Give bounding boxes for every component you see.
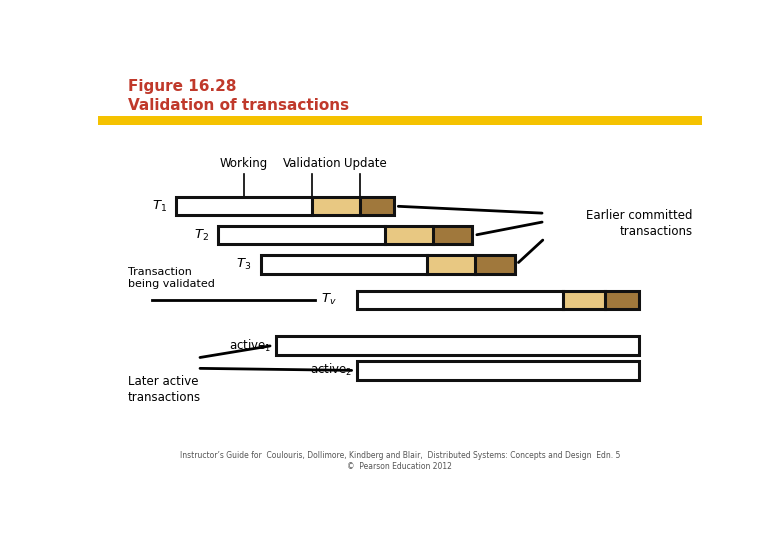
Bar [261, 255, 427, 274]
Bar [563, 291, 605, 309]
Bar [276, 336, 639, 355]
Text: $T_v$: $T_v$ [321, 292, 337, 307]
Text: Transaction
being validated: Transaction being validated [128, 267, 214, 289]
Bar [261, 255, 515, 274]
Bar [98, 116, 702, 125]
Text: Validation: Validation [283, 157, 342, 170]
Text: $T_2$: $T_2$ [194, 228, 209, 243]
Bar [357, 361, 639, 380]
Text: Instructor’s Guide for  Coulouris, Dollimore, Kindberg and Blair,  Distributed S: Instructor’s Guide for Coulouris, Dollim… [179, 451, 620, 471]
Text: Later active
transactions: Later active transactions [128, 375, 201, 403]
Bar [312, 197, 360, 215]
Bar [360, 197, 394, 215]
Text: active$_1$: active$_1$ [229, 338, 271, 354]
Bar [357, 291, 639, 309]
Bar [385, 226, 433, 245]
Text: $T_1$: $T_1$ [152, 199, 167, 214]
Bar [475, 255, 515, 274]
Bar [357, 291, 563, 309]
Bar [218, 226, 472, 245]
Bar [433, 226, 472, 245]
Text: Working: Working [220, 157, 268, 170]
Text: Figure 16.28: Figure 16.28 [128, 79, 236, 94]
Text: $T_3$: $T_3$ [236, 257, 252, 272]
Bar [427, 255, 475, 274]
Text: Update: Update [344, 157, 387, 170]
Bar [176, 197, 394, 215]
Text: Earlier committed
transactions: Earlier committed transactions [587, 209, 693, 238]
Bar [605, 291, 639, 309]
Text: active$_2$: active$_2$ [310, 362, 353, 379]
Bar [218, 226, 385, 245]
Bar [176, 197, 312, 215]
Text: Validation of transactions: Validation of transactions [128, 98, 349, 113]
